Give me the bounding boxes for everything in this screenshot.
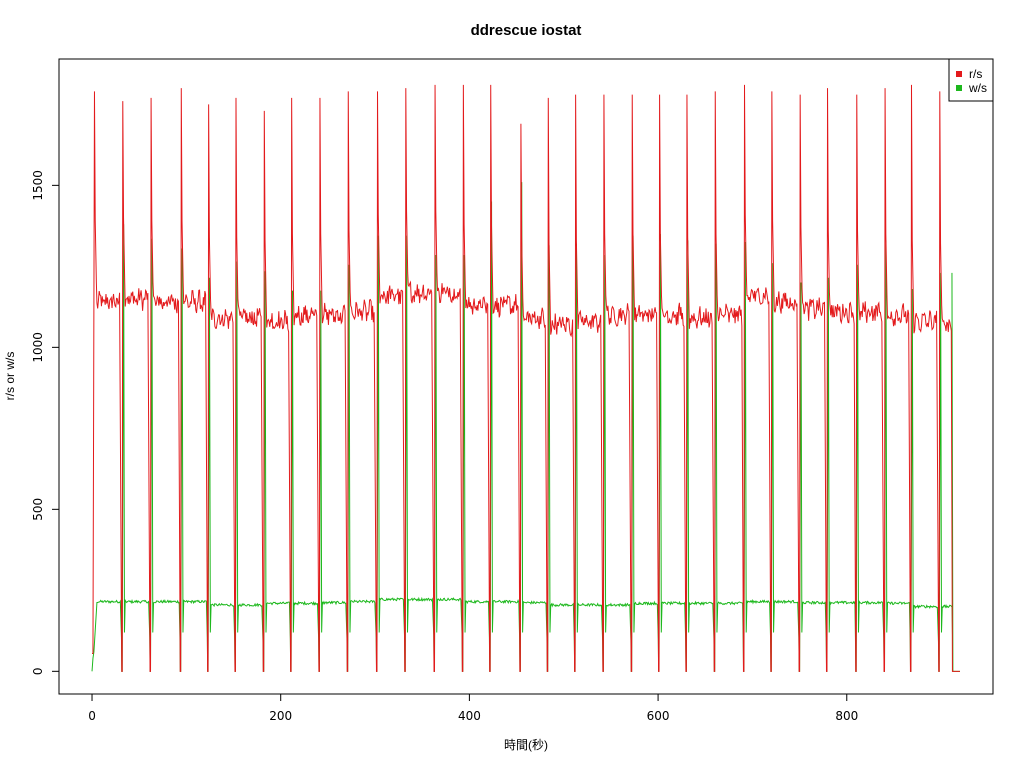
x-tick-label: 800 — [835, 709, 858, 723]
series-line-r-s — [92, 84, 960, 672]
series-layer — [91, 84, 960, 672]
x-axis: 0 200 400 600 800 — [88, 693, 858, 723]
legend-box — [948, 58, 994, 102]
y-tick-label: 1000 — [31, 332, 45, 363]
y-tick-label: 500 — [31, 498, 45, 521]
legend: r/sw/s — [948, 58, 994, 102]
legend-label: r/s — [969, 67, 982, 81]
x-tick-label: 200 — [269, 709, 292, 723]
chart-title: ddrescue iostat — [471, 22, 582, 39]
x-tick-label: 400 — [458, 709, 481, 723]
x-axis-label: 時間(秒) — [504, 738, 548, 752]
y-tick-label: 1500 — [31, 170, 45, 201]
x-tick-label: 600 — [647, 709, 670, 723]
legend-swatch — [956, 71, 962, 77]
legend-swatch — [956, 85, 962, 91]
series-line-w-s — [91, 182, 960, 672]
y-axis: 0 500 1000 1500 — [31, 170, 60, 676]
y-axis-label: r/s or w/s — [3, 352, 17, 401]
y-tick-label: 0 — [31, 668, 45, 676]
legend-label: w/s — [968, 81, 987, 95]
x-tick-label: 0 — [88, 709, 96, 723]
